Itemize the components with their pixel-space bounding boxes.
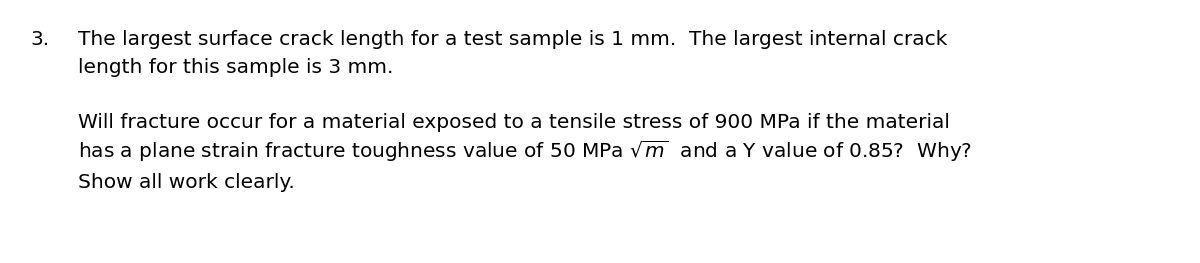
Text: Will fracture occur for a material exposed to a tensile stress of 900 MPa if the: Will fracture occur for a material expos… [78,113,950,132]
Text: 3.: 3. [30,30,49,49]
Text: The largest surface crack length for a test sample is 1 mm.  The largest interna: The largest surface crack length for a t… [78,30,947,49]
Text: length for this sample is 3 mm.: length for this sample is 3 mm. [78,58,394,77]
Text: has a plane strain fracture toughness value of 50 MPa $\sqrt{m}$  and a Y value : has a plane strain fracture toughness va… [78,139,972,164]
Text: Show all work clearly.: Show all work clearly. [78,173,295,192]
